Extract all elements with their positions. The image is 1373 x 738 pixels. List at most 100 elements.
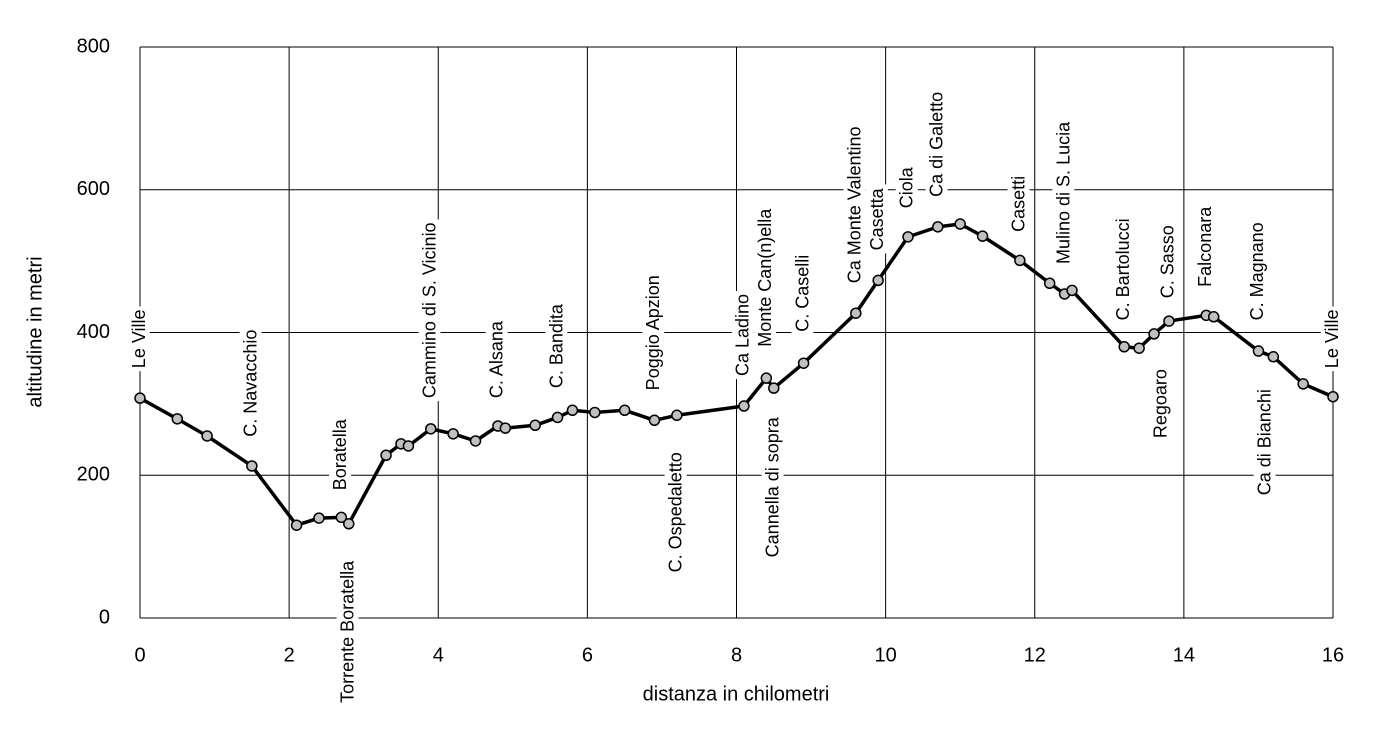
annotation-bg (545, 300, 568, 392)
annotation: Ca Ladino (731, 290, 754, 380)
annotation-bg (1052, 117, 1075, 267)
annotation-bg (791, 251, 814, 335)
annotation: C. Alsana (485, 317, 508, 402)
annotation: Casetta (865, 184, 888, 254)
y-tick-label: 800 (77, 35, 110, 57)
marker (1118, 341, 1130, 353)
marker (380, 449, 392, 462)
annotation: Cannella di sopra (761, 413, 784, 561)
annotation: Poggio Apzion (642, 272, 665, 394)
marker (1043, 277, 1056, 290)
marker (551, 411, 564, 424)
annotation-label: C. Bartolucci (1113, 218, 1133, 320)
annotation-bg (1193, 202, 1216, 290)
annotation-bg (1253, 386, 1276, 499)
annotation-bg (1149, 366, 1172, 442)
marker (850, 307, 862, 319)
marker (1014, 254, 1026, 267)
x-tick-label: 12 (1024, 644, 1046, 666)
annotation-label: Casetta (867, 187, 887, 250)
annotation-label: C. Bandita (546, 303, 566, 388)
annotation-label: Ciola (897, 166, 917, 208)
y-tick-label: 600 (77, 178, 110, 200)
annotation-bg (895, 163, 918, 212)
x-tick-label: 10 (875, 644, 897, 666)
annotation: C. Navacchio (239, 326, 262, 440)
annotation-label: Torrente Boratella (338, 560, 358, 703)
annotation: Torrente Boratella (336, 556, 359, 706)
annotation: Boratella (329, 415, 352, 494)
annotation-bg (843, 123, 866, 287)
x-tick-label: 16 (1322, 644, 1344, 666)
annotation: Ca di Bianchi (1253, 386, 1276, 499)
marker (872, 274, 884, 287)
annotation-label: C. Sasso (1158, 225, 1178, 298)
marker (797, 357, 810, 369)
annotation-bg (1111, 215, 1134, 324)
annotation-label: C. Caselli (792, 255, 812, 332)
annotation: Ciola (895, 163, 918, 212)
annotation-bg (1156, 222, 1179, 302)
x-tick-label: 8 (731, 644, 742, 666)
marker (1297, 378, 1309, 390)
annotation-bg (642, 272, 665, 394)
annotation: Regoaro (1149, 366, 1172, 442)
annotation-label: C. Magnano (1247, 222, 1267, 320)
annotation-bg (761, 413, 784, 561)
marker (290, 519, 303, 531)
annotation-bg (127, 306, 150, 372)
annotation-bg (485, 317, 508, 402)
marker (1148, 328, 1160, 340)
annotation-label: C. Alsana (487, 320, 507, 398)
annotation: C. Bandita (545, 300, 568, 392)
annotation-label: C. Ospedaletto (666, 452, 686, 572)
marker (932, 221, 944, 233)
annotation: Ca di Galetto (925, 88, 948, 200)
annotation-bg (664, 449, 687, 576)
annotation-label: Ca di Bianchi (1255, 389, 1275, 495)
annotations: Le Ville C. Navacchio Boratella Torrente Bo… (127, 88, 1343, 706)
annotation-bg (731, 290, 754, 380)
marker (447, 428, 459, 440)
annotation-bg (1320, 306, 1343, 372)
annotation-label: Boratella (330, 418, 350, 490)
annotation: Le Ville (127, 306, 150, 372)
marker (671, 409, 683, 422)
annotation-label: Ca Monte Valentino (845, 126, 865, 283)
annotation-bg (329, 415, 352, 494)
annotation: C. Magnano (1246, 219, 1269, 324)
annotation-bg (754, 204, 777, 350)
x-tick-label: 6 (582, 644, 593, 666)
annotation-label: Poggio Apzion (643, 275, 663, 390)
marker (1252, 345, 1265, 357)
marker (1207, 311, 1220, 323)
annotation-bg (418, 219, 441, 402)
x-tick-label: 14 (1173, 644, 1195, 666)
annotation-bg (336, 556, 359, 706)
marker (201, 430, 213, 442)
annotation-label: Falconara (1195, 206, 1215, 287)
annotation-bg (1246, 219, 1269, 324)
annotation: Cammino di S. Vicinio (418, 219, 441, 402)
marker (618, 404, 631, 417)
marker (246, 460, 258, 472)
x-tick-label: 4 (433, 644, 444, 666)
x-axis-title: distanza in chilometri (643, 683, 830, 705)
annotation-label: Cammino di S. Vicinio (420, 222, 440, 398)
marker (529, 419, 541, 432)
annotation-bg (239, 326, 262, 440)
annotation-label: Le Ville (1322, 309, 1342, 368)
marker (589, 406, 601, 419)
marker (343, 518, 355, 530)
annotation: C. Bartolucci (1111, 215, 1134, 324)
annotation: C. Sasso (1156, 222, 1179, 302)
y-tick-label: 0 (99, 606, 110, 628)
marker (335, 511, 348, 524)
y-tick-label: 400 (77, 321, 110, 343)
y-axis-title: altitudine in metri (24, 256, 46, 407)
marker (648, 414, 661, 427)
x-tick-label: 0 (134, 644, 145, 666)
marker (1267, 351, 1280, 363)
annotation-label: Mulino di S. Lucia (1053, 121, 1073, 264)
annotation: Mulino di S. Lucia (1052, 117, 1075, 267)
